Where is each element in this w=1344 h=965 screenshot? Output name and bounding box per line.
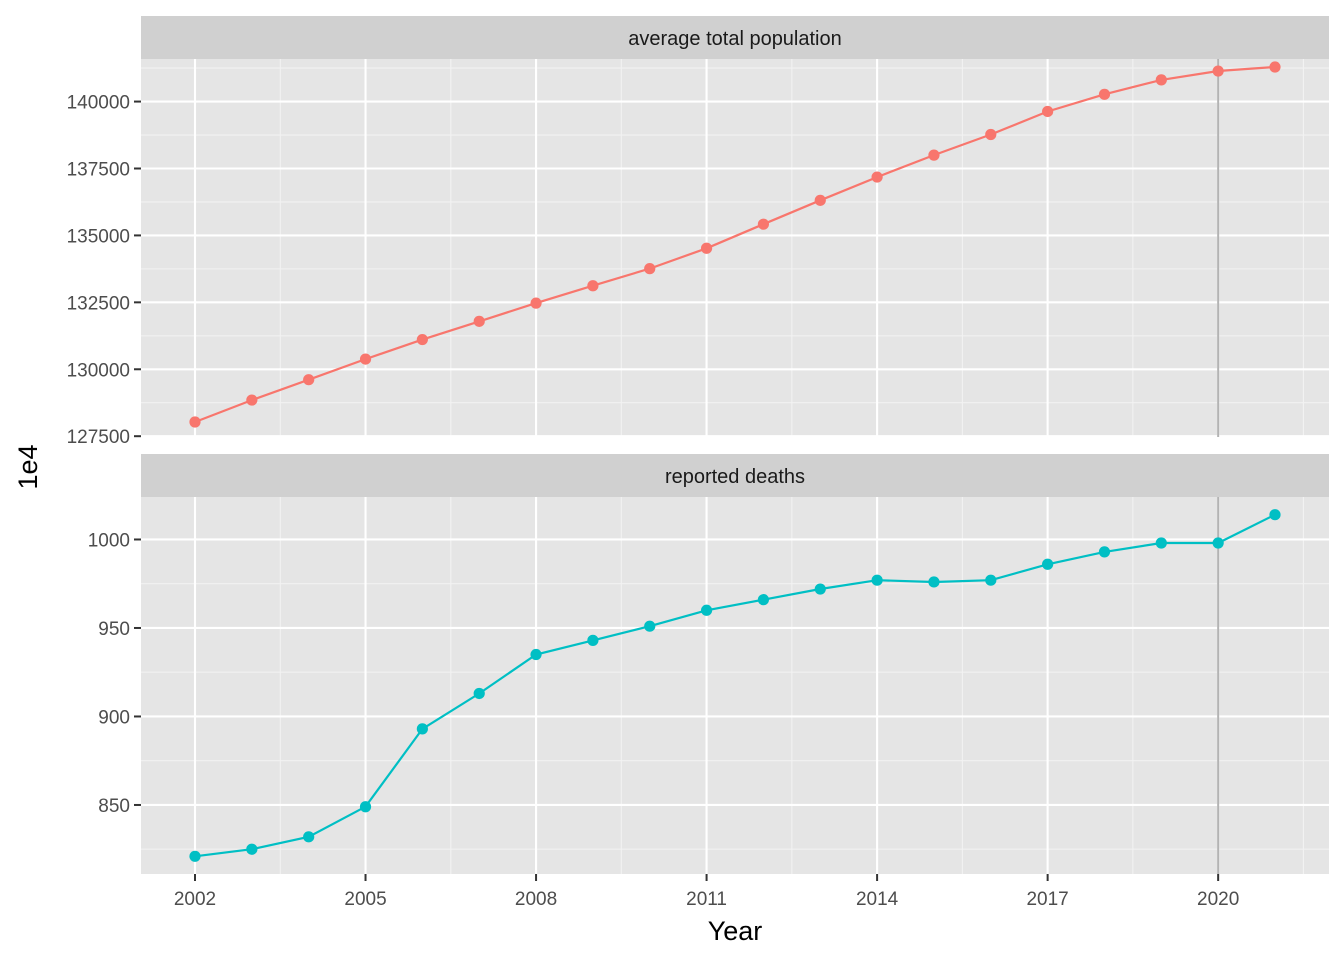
series-line xyxy=(194,513,1276,858)
y-axis: 850 900 950 1000 xyxy=(88,530,141,817)
y-tick-label: 132500 xyxy=(67,293,130,314)
y-tick-label: 137500 xyxy=(67,159,130,180)
data-point xyxy=(871,574,883,586)
series-group xyxy=(189,509,1281,862)
x-tick-label: 2011 xyxy=(686,889,727,910)
gridlines xyxy=(141,59,1329,438)
data-point xyxy=(416,333,428,346)
data-point xyxy=(814,583,826,595)
strip-background xyxy=(141,16,1329,59)
data-point xyxy=(814,194,826,206)
y-axis: 127500 130000 132500 135000 137500 140000 xyxy=(67,93,141,448)
data-point xyxy=(303,831,315,843)
data-point xyxy=(1098,546,1111,558)
data-point xyxy=(587,634,599,646)
data-point xyxy=(473,687,485,700)
x-tick-label: 2017 xyxy=(1026,889,1068,910)
data-point xyxy=(1212,65,1224,77)
x-axis: 2002 2005 2008 2011 2014 2017 2020 xyxy=(174,874,1239,910)
data-point xyxy=(530,297,542,309)
y-tick-label: 950 xyxy=(98,619,130,640)
y-tick-label: 135000 xyxy=(67,226,130,247)
series-line xyxy=(194,65,1276,424)
data-point xyxy=(416,723,428,735)
x-tick-label: 2002 xyxy=(174,889,216,910)
data-point xyxy=(871,171,883,183)
data-point xyxy=(359,801,372,813)
y-tick-label: 127500 xyxy=(67,427,130,448)
y-tick-label: 850 xyxy=(98,796,130,817)
plot-panel xyxy=(141,497,1329,874)
data-point xyxy=(1269,61,1281,73)
data-point xyxy=(644,263,656,275)
data-point xyxy=(1212,537,1224,549)
data-point xyxy=(246,394,258,406)
data-point xyxy=(303,374,315,386)
strip-background xyxy=(141,454,1329,497)
x-tick-label: 2005 xyxy=(344,889,386,910)
y-tick-label: 1000 xyxy=(88,530,130,551)
data-point xyxy=(587,280,599,292)
y-tick-label: 140000 xyxy=(67,93,130,114)
data-point xyxy=(246,843,258,855)
data-point xyxy=(757,594,770,606)
data-point xyxy=(928,576,940,588)
data-point xyxy=(1098,88,1111,100)
series-group xyxy=(189,61,1281,428)
y-tick-label: 130000 xyxy=(67,360,130,381)
x-tick-label: 2020 xyxy=(1197,889,1239,910)
data-point xyxy=(1269,509,1281,521)
data-point xyxy=(1042,558,1054,570)
data-point xyxy=(1155,537,1167,549)
data-point xyxy=(359,353,372,365)
x-axis-title: Year xyxy=(708,916,763,946)
data-point xyxy=(189,416,201,428)
plot-panel xyxy=(141,59,1329,437)
data-point xyxy=(700,242,713,254)
strip-label: reported deaths xyxy=(665,466,805,488)
data-point xyxy=(530,648,542,661)
data-point xyxy=(189,850,201,862)
x-tick-label: 2014 xyxy=(856,889,899,910)
data-point xyxy=(985,128,997,141)
x-tick-label: 2008 xyxy=(515,889,557,910)
data-point xyxy=(1155,74,1167,86)
data-point xyxy=(757,218,770,230)
data-point xyxy=(928,149,940,161)
data-point xyxy=(644,620,656,632)
y-tick-label: 900 xyxy=(98,707,130,728)
panel-reported-deaths: reported deaths 850 900 950 1000 xyxy=(88,454,1329,874)
strip-label: average total population xyxy=(628,28,842,50)
data-point xyxy=(1042,105,1054,118)
data-point xyxy=(700,604,713,616)
panel-average-total-population: average total population 127500 130000 132… xyxy=(67,16,1329,448)
y-axis-title: 1e4 xyxy=(13,444,43,489)
data-point xyxy=(473,315,485,327)
data-point xyxy=(985,574,997,586)
